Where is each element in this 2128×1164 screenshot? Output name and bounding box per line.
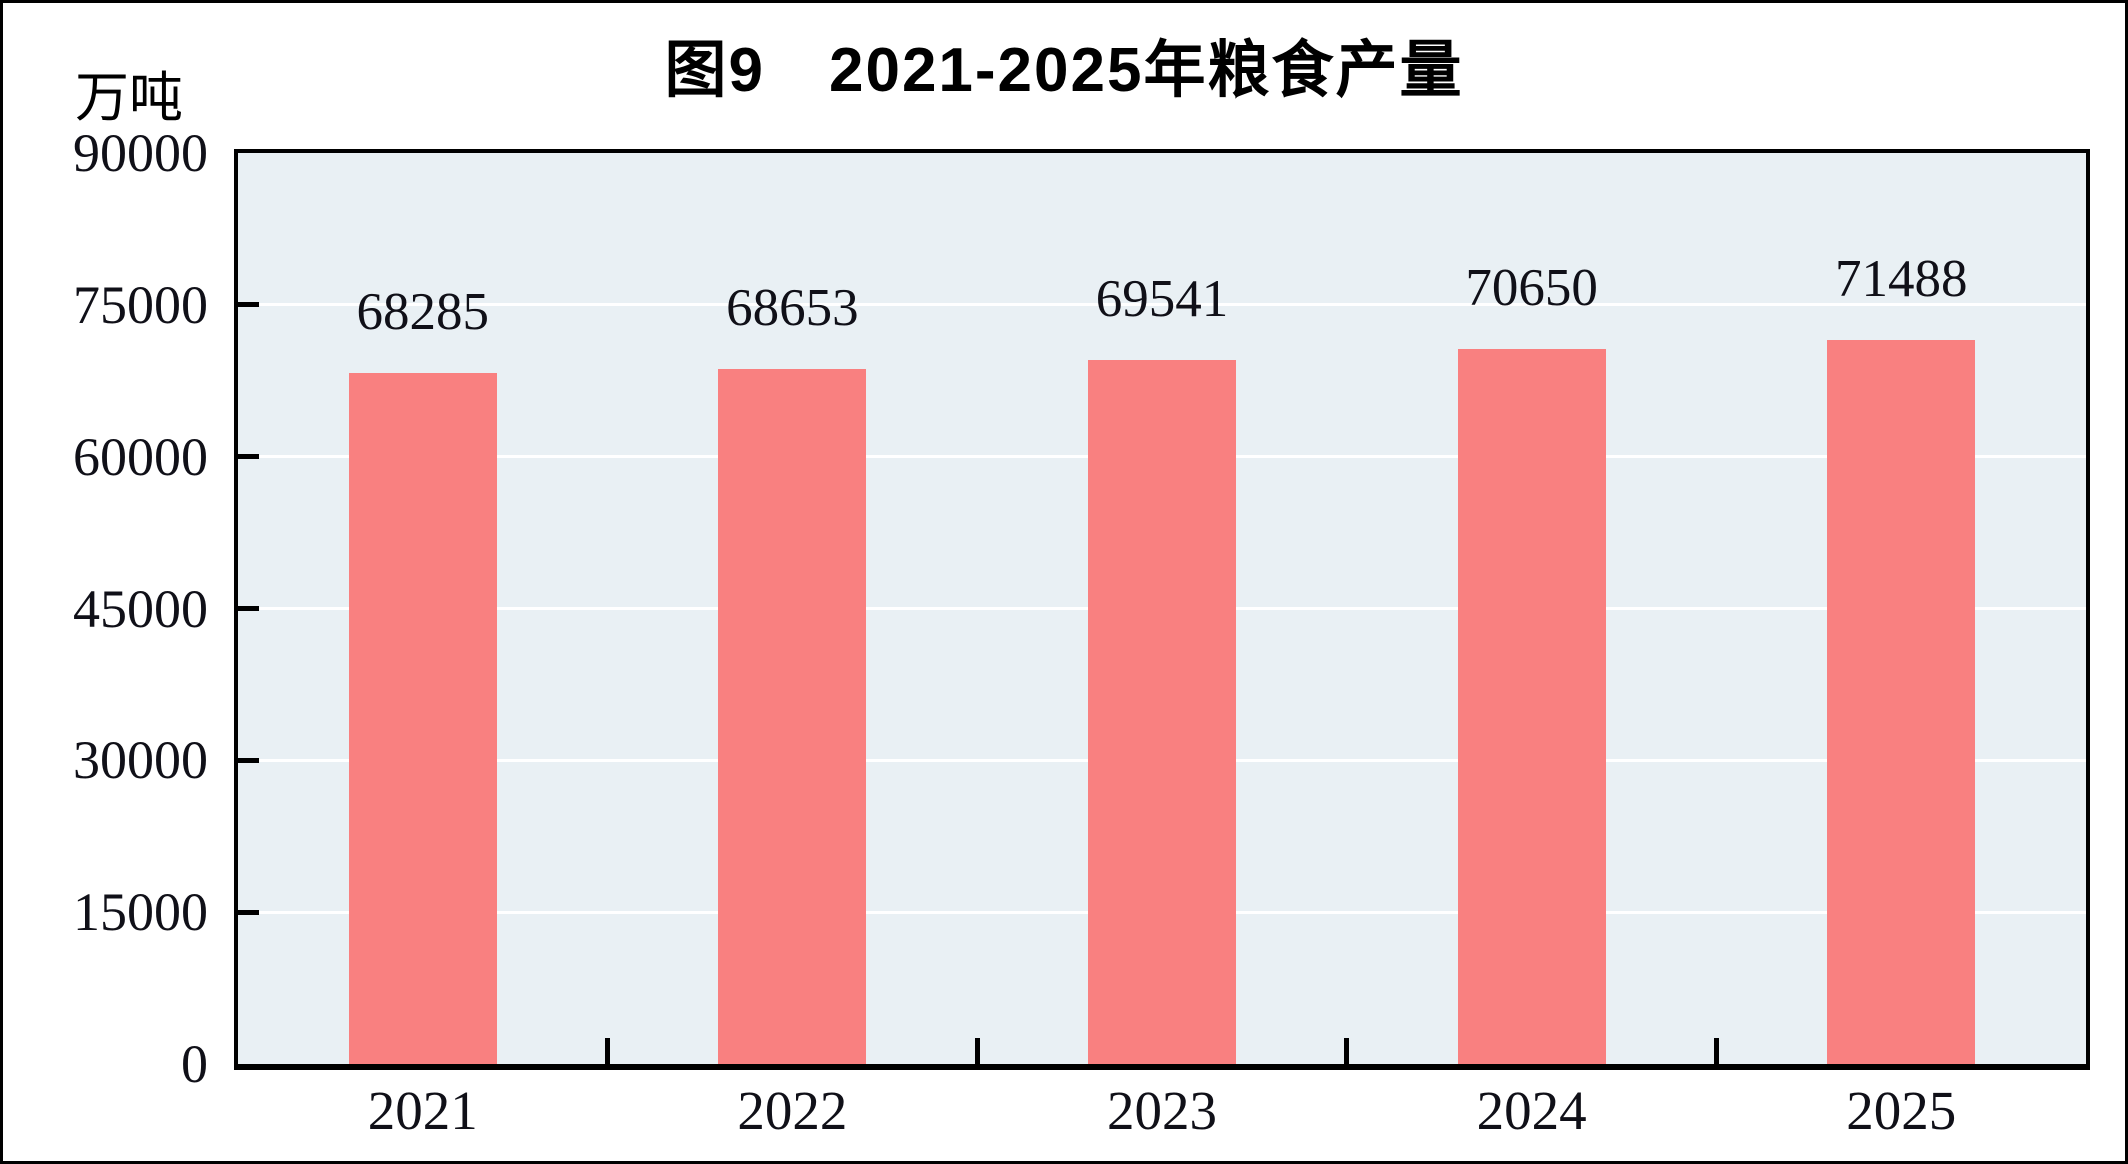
y-axis-tick-label: 45000 [73,578,208,639]
bar-value-label-2021: 68285 [356,282,490,341]
x-axis-label-2025: 2025 [1846,1080,1957,1141]
bar-2023 [1088,360,1236,1064]
y-axis-tick-label: 75000 [73,274,208,335]
bar-2022 [718,369,867,1064]
y-axis-tick-label: 90000 [73,123,208,183]
plot-area: 68285 68653 69541 70650 71488 [234,149,2090,1070]
y-axis-tick [238,302,259,308]
x-axis-label-2023: 2023 [1107,1080,1217,1141]
bar-value-label-2024: 70650 [1465,258,1598,317]
y-axis-tick [238,606,259,611]
chart-title: 图9 2021-2025年粮食产量 [664,36,1464,105]
y-axis-unit-label: 万吨 [75,68,183,128]
x-axis-label-2024: 2024 [1476,1080,1587,1141]
x-axis-label-2022: 2022 [737,1080,848,1141]
gridline [238,303,2086,307]
bar-2025 [1827,340,1976,1064]
bar-value-label-2025: 71488 [1834,250,1968,309]
x-axis-tick [605,1038,611,1064]
x-axis-label-2021: 2021 [367,1080,478,1141]
y-axis-tick-label: 0 [181,1034,208,1094]
y-axis-tick [238,909,259,915]
bar-value-label-2022: 68653 [726,279,859,338]
y-axis-tick-label: 15000 [73,882,208,943]
y-axis-tick [238,454,259,460]
y-axis-tick [238,757,259,763]
y-axis-tick-label: 60000 [73,426,208,487]
x-axis-tick [1344,1038,1350,1064]
bar-value-label-2023: 69541 [1095,270,1229,329]
bar-2021 [348,372,497,1064]
x-axis-tick [1713,1038,1719,1064]
x-axis-tick [974,1038,980,1064]
bar-2024 [1457,348,1606,1064]
y-axis-tick-label: 30000 [73,730,208,791]
